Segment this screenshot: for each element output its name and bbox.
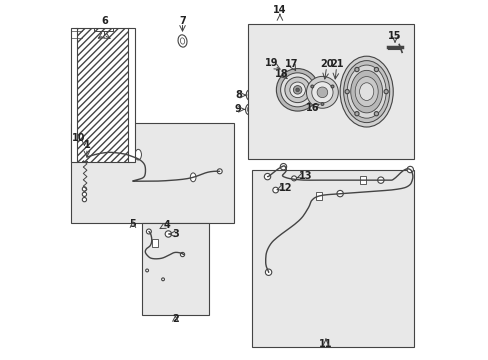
Text: 8: 8 — [235, 90, 242, 100]
Ellipse shape — [135, 149, 141, 160]
Bar — [360, 176, 365, 184]
Circle shape — [82, 187, 86, 191]
Circle shape — [316, 87, 327, 98]
Text: 14: 14 — [273, 5, 286, 15]
Bar — [128, 28, 134, 162]
Text: 19: 19 — [264, 58, 278, 68]
Bar — [142, 222, 209, 315]
Bar — [247, 24, 414, 159]
Text: 18: 18 — [275, 69, 288, 79]
Text: 5: 5 — [129, 219, 136, 229]
Circle shape — [217, 169, 222, 174]
Ellipse shape — [359, 83, 373, 100]
Ellipse shape — [180, 38, 184, 44]
Circle shape — [354, 67, 358, 72]
Text: 7: 7 — [179, 16, 185, 26]
Circle shape — [82, 198, 86, 202]
Circle shape — [373, 112, 378, 116]
Text: 15: 15 — [387, 31, 401, 41]
Circle shape — [162, 278, 164, 281]
Ellipse shape — [104, 41, 113, 54]
Circle shape — [406, 166, 412, 173]
Circle shape — [285, 77, 310, 103]
Ellipse shape — [340, 56, 392, 127]
Circle shape — [165, 231, 171, 237]
Ellipse shape — [178, 35, 186, 47]
Text: 10: 10 — [72, 132, 85, 143]
Text: 1: 1 — [83, 140, 90, 150]
Bar — [71, 28, 77, 162]
Circle shape — [293, 86, 301, 94]
Circle shape — [330, 85, 333, 88]
Circle shape — [354, 112, 358, 116]
Bar — [251, 170, 414, 347]
Text: 17: 17 — [284, 59, 297, 69]
Bar — [152, 239, 158, 247]
Ellipse shape — [343, 60, 389, 123]
Text: 6: 6 — [101, 16, 108, 26]
Circle shape — [377, 177, 383, 183]
Ellipse shape — [190, 173, 196, 182]
Ellipse shape — [106, 44, 111, 50]
Circle shape — [291, 176, 296, 181]
Circle shape — [345, 90, 348, 94]
Circle shape — [310, 85, 313, 88]
Text: 3: 3 — [172, 229, 179, 239]
Ellipse shape — [346, 65, 386, 118]
Circle shape — [280, 73, 314, 107]
Text: 20: 20 — [320, 59, 333, 69]
Text: 12: 12 — [278, 183, 291, 193]
Text: 16: 16 — [305, 103, 319, 113]
Bar — [71, 123, 233, 222]
Text: 9: 9 — [234, 104, 240, 114]
Text: 4: 4 — [163, 220, 170, 230]
Circle shape — [82, 192, 86, 197]
Circle shape — [306, 76, 338, 108]
Circle shape — [320, 103, 323, 105]
Ellipse shape — [246, 90, 253, 100]
Text: 11: 11 — [319, 339, 332, 349]
Ellipse shape — [354, 77, 377, 107]
Ellipse shape — [247, 93, 251, 98]
Circle shape — [280, 163, 286, 170]
Ellipse shape — [247, 107, 250, 112]
Circle shape — [145, 269, 148, 272]
Circle shape — [272, 187, 278, 193]
Bar — [315, 192, 321, 200]
Circle shape — [289, 82, 305, 98]
Circle shape — [383, 90, 387, 94]
Circle shape — [265, 269, 271, 275]
Ellipse shape — [350, 70, 382, 113]
Circle shape — [373, 67, 378, 72]
Ellipse shape — [245, 104, 252, 114]
Circle shape — [180, 252, 184, 257]
Text: 21: 21 — [330, 59, 344, 69]
Circle shape — [146, 229, 151, 234]
Circle shape — [336, 190, 343, 197]
Circle shape — [311, 82, 332, 103]
Bar — [76, 28, 129, 162]
Circle shape — [84, 154, 90, 160]
Circle shape — [264, 174, 270, 180]
Text: 2: 2 — [172, 314, 179, 324]
Text: 13: 13 — [298, 171, 311, 181]
Circle shape — [295, 88, 299, 91]
Ellipse shape — [89, 44, 93, 50]
Ellipse shape — [86, 41, 96, 54]
Circle shape — [276, 69, 318, 111]
